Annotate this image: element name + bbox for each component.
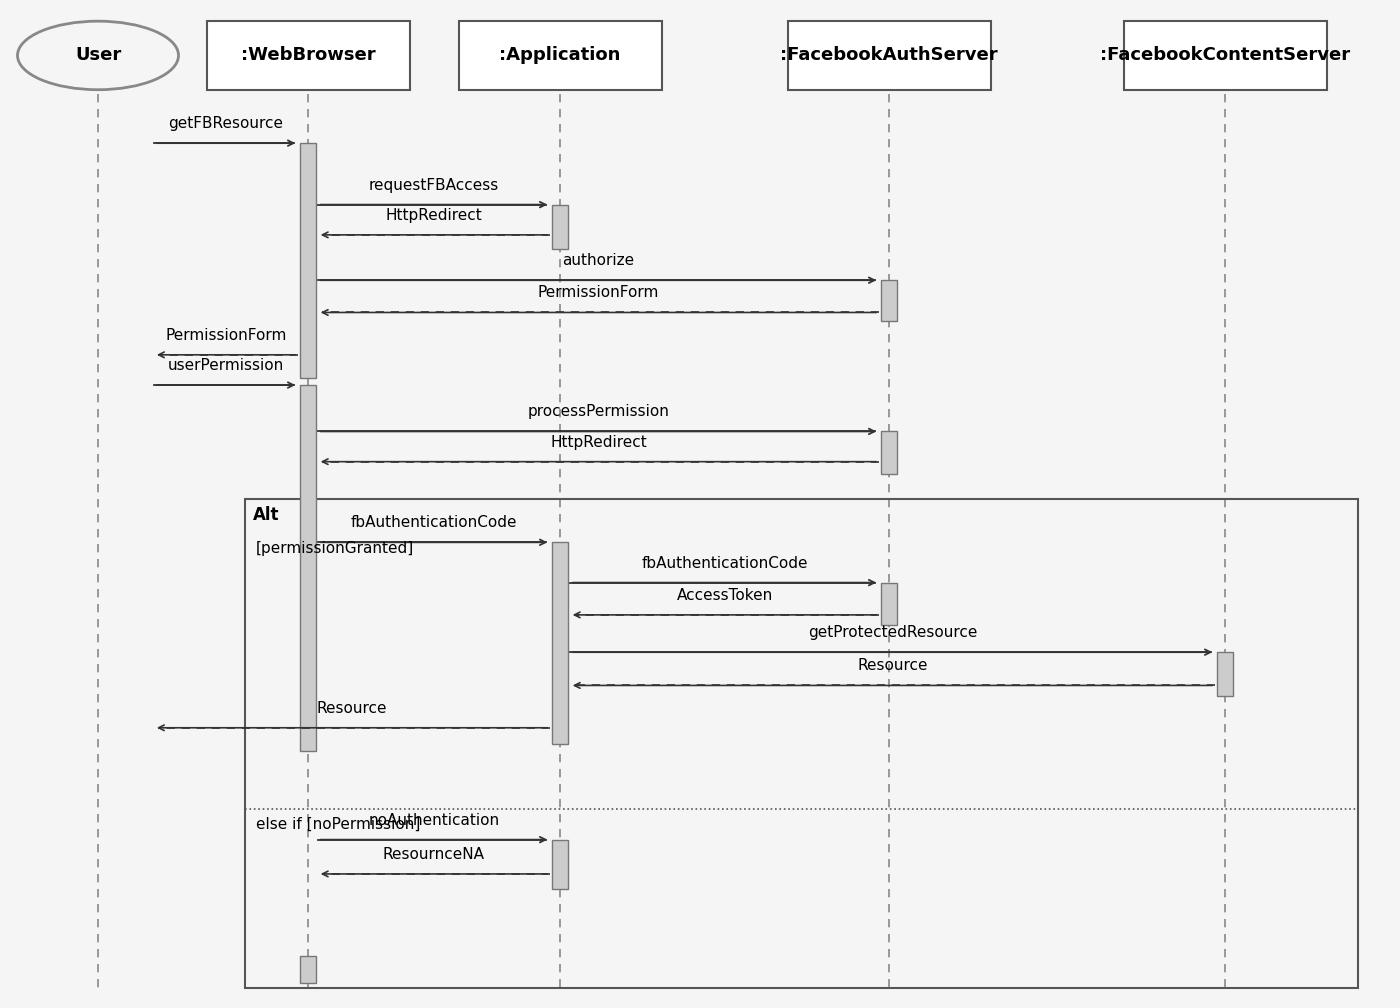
Text: fbAuthenticationCode: fbAuthenticationCode [641, 555, 808, 571]
Text: processPermission: processPermission [528, 404, 669, 419]
Text: userPermission: userPermission [168, 358, 284, 373]
Bar [552, 205, 568, 249]
Text: fbAuthenticationCode: fbAuthenticationCode [351, 515, 517, 530]
Text: HttpRedirect: HttpRedirect [385, 208, 483, 223]
Text: [permissionGranted]: [permissionGranted] [256, 541, 414, 556]
Text: Resource: Resource [316, 701, 388, 716]
Bar [300, 956, 316, 983]
Ellipse shape [18, 21, 179, 90]
Text: PermissionForm: PermissionForm [165, 328, 287, 343]
Text: HttpRedirect: HttpRedirect [550, 434, 647, 450]
Bar [459, 21, 661, 90]
Text: getProtectedResource: getProtectedResource [808, 625, 977, 640]
Bar [552, 840, 568, 889]
Text: :WebBrowser: :WebBrowser [241, 46, 375, 65]
Bar [1217, 652, 1233, 696]
Text: :FacebookAuthServer: :FacebookAuthServer [780, 46, 998, 65]
Text: authorize: authorize [563, 253, 634, 268]
Text: AccessToken: AccessToken [676, 588, 773, 603]
Bar [1123, 21, 1327, 90]
Bar [881, 280, 897, 321]
Bar [881, 583, 897, 625]
Bar [881, 431, 897, 474]
Bar [787, 21, 991, 90]
Text: ResournceNA: ResournceNA [384, 847, 484, 862]
Bar [552, 542, 568, 744]
Bar [245, 499, 1358, 988]
Text: Alt: Alt [253, 506, 280, 524]
Text: PermissionForm: PermissionForm [538, 285, 659, 300]
Text: else if [noPermission]: else if [noPermission] [256, 816, 420, 832]
Text: getFBResource: getFBResource [168, 116, 284, 131]
Bar [300, 385, 316, 751]
Bar [300, 143, 316, 378]
Text: :Application: :Application [500, 46, 620, 65]
Text: noAuthentication: noAuthentication [368, 812, 500, 828]
Bar [207, 21, 409, 90]
Text: requestFBAccess: requestFBAccess [368, 177, 500, 193]
Text: :FacebookContentServer: :FacebookContentServer [1100, 46, 1350, 65]
Text: User: User [74, 46, 122, 65]
Text: Resource: Resource [857, 658, 928, 673]
